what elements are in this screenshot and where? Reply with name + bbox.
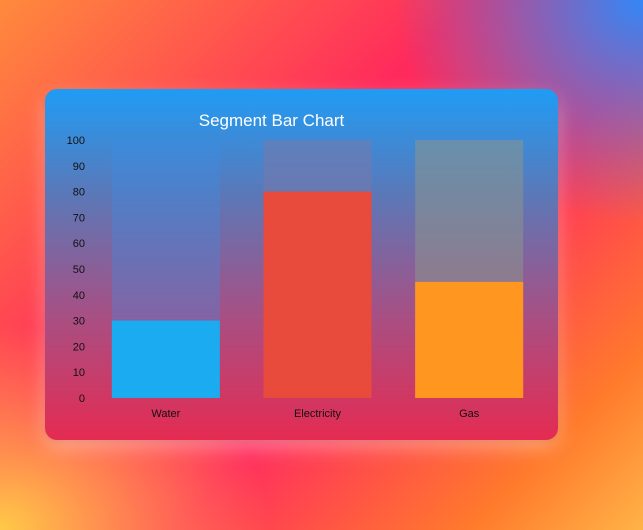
y-tick-label: 10 <box>73 367 85 379</box>
y-tick-label: 0 <box>79 393 85 405</box>
y-tick-label: 60 <box>73 238 85 250</box>
x-tick-label: Water <box>151 408 180 420</box>
y-tick-label: 70 <box>73 212 85 224</box>
bar <box>111 320 220 398</box>
bar <box>263 191 372 398</box>
x-tick-label: Electricity <box>294 408 342 420</box>
chart-card: Segment Bar Chart 0 10 20 30 40 50 60 70 80 90 100… <box>45 89 558 440</box>
segment-bar-chart: 0 10 20 30 40 50 60 70 80 90 100 Water Electricity Ga… <box>67 135 545 420</box>
bar <box>415 281 524 398</box>
y-tick-label: 20 <box>73 341 85 353</box>
y-tick-label: 90 <box>73 161 85 173</box>
chart-title: Segment Bar Chart <box>198 111 345 130</box>
y-tick-label: 80 <box>73 187 85 199</box>
y-tick-label: 40 <box>73 290 85 302</box>
x-tick-label: Gas <box>459 408 480 420</box>
y-tick-label: 30 <box>73 316 85 328</box>
y-tick-label: 100 <box>67 135 85 147</box>
y-tick-label: 50 <box>73 264 85 276</box>
